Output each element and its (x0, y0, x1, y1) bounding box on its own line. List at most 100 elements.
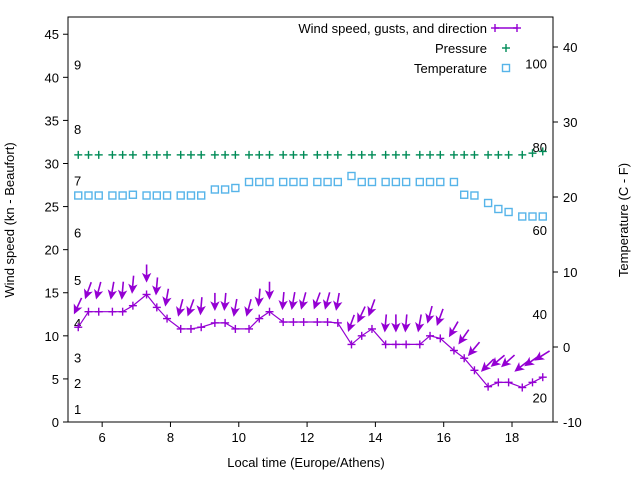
wind-direction-arrow (162, 288, 172, 307)
data-point-marker (74, 191, 83, 200)
x-tick-label: 16 (436, 430, 450, 445)
data-point-marker (436, 177, 445, 187)
data-point-marker (289, 177, 298, 187)
data-point-marker (84, 191, 93, 200)
arrow-head (357, 312, 366, 324)
arrow-head (107, 289, 117, 300)
wind-direction-arrow (128, 275, 138, 294)
x-tick-label: 6 (99, 430, 106, 445)
arrow-head (278, 299, 288, 311)
arrow-head (524, 356, 535, 367)
beaufort-label: 6 (74, 225, 81, 240)
fahrenheit-label: 100 (525, 57, 547, 72)
arrow-head (490, 357, 502, 367)
y2-tick-label: 0 (563, 340, 570, 355)
data-point-marker (142, 191, 151, 200)
y-tick-label: 40 (45, 70, 59, 85)
data-point-marker (483, 198, 493, 208)
data-point-marker (449, 177, 459, 187)
y-tick-label: 45 (45, 27, 59, 42)
data-point-marker (347, 171, 356, 181)
wind-direction-arrow (94, 281, 104, 300)
arrow-head (117, 289, 128, 300)
data-point-marker (528, 212, 537, 221)
y2-tick-label: 40 (563, 40, 577, 55)
arrow-head (333, 300, 343, 311)
data-point-marker (504, 207, 513, 217)
data-point-marker (210, 185, 220, 194)
data-point-marker (425, 177, 435, 187)
wind-direction-arrow (425, 305, 435, 324)
arrow-head (380, 322, 391, 333)
wind-direction-arrow (346, 314, 356, 332)
wind-direction-arrow (435, 308, 445, 326)
data-point-marker (538, 212, 547, 221)
legend-label: Wind speed, gusts, and direction (298, 21, 487, 36)
arrow-head (128, 283, 138, 294)
y2-tick-label: -10 (563, 415, 582, 430)
beaufort-label: 2 (74, 376, 81, 391)
arrow-head (152, 285, 162, 296)
y2-tick-label: 30 (563, 115, 577, 130)
wind-direction-arrow (196, 297, 206, 316)
wind-direction-arrow (367, 299, 377, 317)
wind-direction-arrow (312, 292, 322, 310)
arrow-head (288, 299, 298, 311)
y-tick-label: 25 (45, 200, 59, 215)
fahrenheit-label: 40 (533, 307, 547, 322)
series-temperature (74, 171, 547, 221)
data-point-marker (367, 177, 377, 187)
arrow-head (480, 361, 492, 372)
plot-frame (67, 16, 554, 423)
arrow-head (415, 321, 425, 333)
data-point-marker (391, 177, 401, 187)
arrow-head (322, 299, 333, 310)
arrow-head (346, 321, 356, 332)
series-wind-speed (74, 290, 547, 392)
arrow-head (196, 305, 206, 316)
arrow-head (299, 299, 309, 310)
wind-direction-arrow (152, 277, 162, 296)
beaufort-label: 1 (74, 402, 81, 417)
arrow-head (73, 303, 83, 315)
wind-direction-arrow (380, 314, 391, 333)
data-point-marker (152, 191, 162, 200)
y-tick-label: 5 (52, 372, 59, 387)
wind-direction-arrow (391, 314, 401, 333)
wind-direction-arrow (401, 314, 411, 333)
arrow-head (367, 305, 377, 317)
wind-direction-arrow (480, 358, 495, 372)
arrow-head (176, 306, 186, 317)
data-point-marker (501, 63, 511, 73)
wind-direction-arrow (230, 298, 240, 317)
data-point-marker (118, 191, 127, 200)
y2-tick-label: 20 (563, 190, 577, 205)
legend-label: Pressure (435, 41, 487, 56)
arrow-head (94, 288, 104, 300)
arrow-head (501, 357, 512, 368)
arrow-head (162, 296, 172, 307)
wind-direction-arrow (415, 314, 425, 333)
beaufort-label: 5 (74, 273, 81, 288)
wind-direction-arrow (490, 354, 506, 367)
wind-direction-arrows (73, 264, 551, 372)
wind-direction-arrow (73, 297, 83, 315)
wind-direction-arrow (467, 341, 481, 357)
data-point-marker (231, 183, 240, 193)
wind-direction-arrow (299, 292, 309, 310)
arrow-head (514, 362, 525, 372)
data-point-marker (176, 191, 185, 200)
wind-direction-arrow (83, 281, 93, 300)
wind-direction-arrow (264, 281, 275, 300)
wind-direction-arrow (501, 354, 516, 368)
plot-border (67, 16, 554, 423)
data-point-marker (381, 177, 390, 187)
wind-direction-arrow (534, 350, 551, 361)
y2-axis-ticks: -10 0 10 20 30 40 (553, 40, 582, 430)
wind-direction-arrow (186, 299, 196, 317)
y-axis-title: Wind speed (kn - Beaufort) (2, 142, 17, 297)
y-tick-label: 0 (52, 415, 59, 430)
data-point-marker (323, 177, 332, 187)
beaufort-label: 7 (74, 174, 81, 189)
